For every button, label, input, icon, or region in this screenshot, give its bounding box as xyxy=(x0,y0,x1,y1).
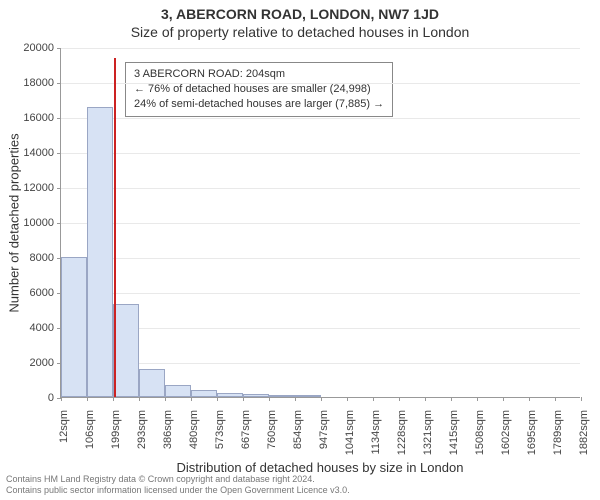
xtick-mark xyxy=(581,397,582,401)
page-subtitle: Size of property relative to detached ho… xyxy=(0,22,600,40)
gridline xyxy=(61,188,580,189)
xtick-label: 1602sqm xyxy=(500,410,512,455)
xtick-label: 1321sqm xyxy=(422,410,434,455)
xtick-mark xyxy=(191,397,192,401)
xtick-mark xyxy=(217,397,218,401)
xtick-mark xyxy=(477,397,478,401)
histogram-bar xyxy=(191,390,217,397)
xtick-label: 854sqm xyxy=(292,410,304,449)
property-marker-line xyxy=(114,58,116,397)
gridline xyxy=(61,223,580,224)
xtick-mark xyxy=(425,397,426,401)
histogram-bar xyxy=(295,395,321,397)
xtick-mark xyxy=(347,397,348,401)
xtick-mark xyxy=(503,397,504,401)
xtick-label: 760sqm xyxy=(266,410,278,449)
xtick-label: 1508sqm xyxy=(474,410,486,455)
chart-container: Number of detached properties 3 ABERCORN… xyxy=(60,48,580,398)
xtick-mark xyxy=(87,397,88,401)
gridline xyxy=(61,153,580,154)
ytick-label: 14000 xyxy=(4,147,54,159)
ytick-mark xyxy=(57,153,61,154)
histogram-bar xyxy=(269,395,295,397)
xtick-label: 573sqm xyxy=(214,410,226,449)
ytick-label: 6000 xyxy=(4,287,54,299)
gridline xyxy=(61,258,580,259)
xtick-mark xyxy=(529,397,530,401)
ytick-label: 0 xyxy=(4,392,54,404)
xtick-mark xyxy=(321,397,322,401)
xtick-mark xyxy=(295,397,296,401)
xtick-label: 1228sqm xyxy=(396,410,408,455)
ytick-mark xyxy=(57,118,61,119)
xtick-label: 199sqm xyxy=(110,410,122,449)
ytick-mark xyxy=(57,188,61,189)
xtick-label: 1789sqm xyxy=(552,410,564,455)
xtick-mark xyxy=(113,397,114,401)
xtick-mark xyxy=(399,397,400,401)
xtick-label: 1415sqm xyxy=(448,410,460,455)
histogram-bar xyxy=(165,385,191,397)
footer-line: Contains public sector information licen… xyxy=(6,485,594,496)
histogram-bar xyxy=(61,257,87,397)
xtick-mark xyxy=(139,397,140,401)
callout-line: 3 ABERCORN ROAD: 204sqm xyxy=(134,67,384,82)
ytick-label: 16000 xyxy=(4,112,54,124)
xtick-label: 293sqm xyxy=(136,410,148,449)
xtick-mark xyxy=(243,397,244,401)
chart-callout: 3 ABERCORN ROAD: 204sqm ← 76% of detache… xyxy=(125,62,393,117)
xtick-label: 947sqm xyxy=(318,410,330,449)
ytick-mark xyxy=(57,83,61,84)
footer-line: Contains HM Land Registry data © Crown c… xyxy=(6,474,594,485)
xtick-mark xyxy=(61,397,62,401)
gridline xyxy=(61,83,580,84)
histogram-bar xyxy=(243,394,269,397)
histogram-bar xyxy=(113,304,139,397)
callout-line: ← 76% of detached houses are smaller (24… xyxy=(134,82,384,97)
xtick-label: 12sqm xyxy=(58,410,70,443)
plot-area: 3 ABERCORN ROAD: 204sqm ← 76% of detache… xyxy=(60,48,580,398)
xtick-mark xyxy=(165,397,166,401)
callout-line: 24% of semi-detached houses are larger (… xyxy=(134,97,384,112)
xtick-mark xyxy=(269,397,270,401)
xtick-mark xyxy=(451,397,452,401)
ytick-label: 20000 xyxy=(4,42,54,54)
xtick-label: 667sqm xyxy=(240,410,252,449)
ytick-label: 18000 xyxy=(4,77,54,89)
xtick-label: 106sqm xyxy=(84,410,96,449)
xtick-label: 1695sqm xyxy=(526,410,538,455)
histogram-bar xyxy=(217,393,243,397)
gridline xyxy=(61,293,580,294)
ytick-label: 4000 xyxy=(4,322,54,334)
xtick-mark xyxy=(555,397,556,401)
ytick-label: 10000 xyxy=(4,217,54,229)
xtick-label: 1041sqm xyxy=(344,410,356,455)
ytick-label: 2000 xyxy=(4,357,54,369)
gridline xyxy=(61,48,580,49)
histogram-bar xyxy=(87,107,113,398)
ytick-label: 12000 xyxy=(4,182,54,194)
xtick-label: 480sqm xyxy=(188,410,200,449)
attribution-footer: Contains HM Land Registry data © Crown c… xyxy=(6,474,594,497)
ytick-mark xyxy=(57,48,61,49)
xtick-label: 1134sqm xyxy=(370,410,382,454)
gridline xyxy=(61,118,580,119)
ytick-mark xyxy=(57,223,61,224)
ytick-label: 8000 xyxy=(4,252,54,264)
histogram-bar xyxy=(139,369,165,397)
xtick-mark xyxy=(373,397,374,401)
page-title: 3, ABERCORN ROAD, LONDON, NW7 1JD xyxy=(0,0,600,22)
xtick-label: 1882sqm xyxy=(578,410,590,455)
xtick-label: 386sqm xyxy=(162,410,174,449)
